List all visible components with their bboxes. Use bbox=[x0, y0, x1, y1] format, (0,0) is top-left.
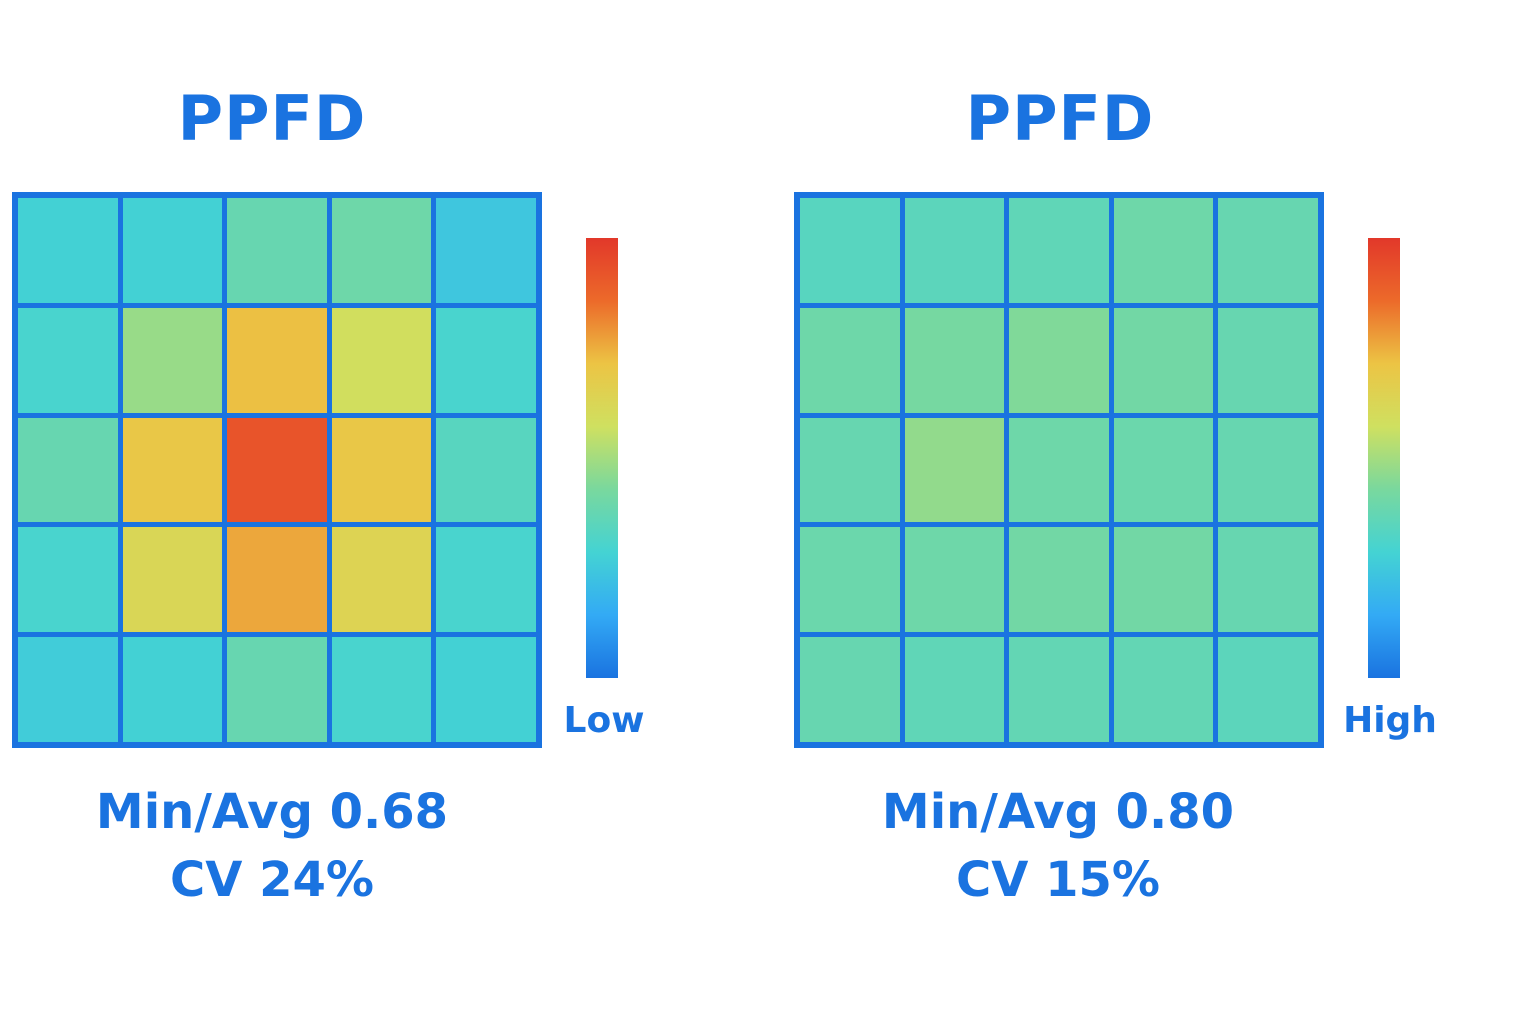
left-heatmap-title: PPFD bbox=[177, 82, 367, 155]
heatmap-1-cell-r1-c2 bbox=[1009, 307, 1109, 413]
heatmap-1-cell-r1-c0 bbox=[800, 307, 900, 413]
right-min-avg-metric: Min/Avg 0.80 bbox=[881, 784, 1235, 840]
heatmap-1-cell-r1-c1 bbox=[904, 307, 1005, 413]
heatmap-1-cell-r4-c2 bbox=[1009, 637, 1109, 742]
heatmap-0-cell-r0-c1 bbox=[122, 198, 223, 303]
heatmap-1-cell-r2-c3 bbox=[1113, 417, 1214, 523]
heatmap-1-cell-r1-c3 bbox=[1113, 307, 1214, 413]
heatmap-0-cell-r4-c1 bbox=[122, 637, 223, 742]
heatmap-0-cell-r0-c0 bbox=[18, 198, 118, 303]
right-cv-metric: CV 15% bbox=[956, 852, 1160, 908]
heatmap-0-cell-r2-c2 bbox=[227, 417, 327, 523]
heatmap-0-cell-r1-c0 bbox=[18, 307, 118, 413]
right-heatmap-grid bbox=[794, 192, 1324, 748]
heatmap-1-cell-r4-c3 bbox=[1113, 637, 1214, 742]
heatmap-0-cell-r1-c4 bbox=[436, 307, 536, 413]
heatmap-0-cell-r3-c0 bbox=[18, 527, 118, 633]
right-colorbar bbox=[1368, 238, 1400, 678]
heatmap-1-cell-r0-c0 bbox=[800, 198, 900, 303]
left-colorbar bbox=[586, 238, 618, 678]
heatmap-1-cell-r3-c4 bbox=[1218, 527, 1318, 633]
left-heatmap-grid bbox=[12, 192, 542, 748]
heatmap-0-cell-r2-c0 bbox=[18, 417, 118, 523]
right-heatmap-title: PPFD bbox=[965, 82, 1155, 155]
heatmap-1-cell-r3-c2 bbox=[1009, 527, 1109, 633]
heatmap-0-cell-r2-c4 bbox=[436, 417, 536, 523]
heatmap-0-cell-r1-c3 bbox=[331, 307, 432, 413]
heatmap-1-cell-r2-c1 bbox=[904, 417, 1005, 523]
heatmap-1-cell-r2-c2 bbox=[1009, 417, 1109, 523]
heatmap-0-cell-r2-c1 bbox=[122, 417, 223, 523]
heatmap-0-cell-r1-c1 bbox=[122, 307, 223, 413]
left-cv-metric: CV 24% bbox=[170, 852, 374, 908]
heatmap-1-cell-r0-c2 bbox=[1009, 198, 1109, 303]
left-min-avg-metric: Min/Avg 0.68 bbox=[95, 784, 449, 840]
heatmap-1-cell-r2-c0 bbox=[800, 417, 900, 523]
heatmap-1-cell-r4-c0 bbox=[800, 637, 900, 742]
heatmap-0-cell-r1-c2 bbox=[227, 307, 327, 413]
heatmap-0-cell-r4-c4 bbox=[436, 637, 536, 742]
heatmap-0-cell-r0-c3 bbox=[331, 198, 432, 303]
left-colorbar-label: Low bbox=[563, 700, 645, 741]
heatmap-1-cell-r0-c3 bbox=[1113, 198, 1214, 303]
heatmap-1-cell-r0-c1 bbox=[904, 198, 1005, 303]
right-colorbar-label: High bbox=[1343, 700, 1437, 741]
heatmap-1-cell-r3-c1 bbox=[904, 527, 1005, 633]
heatmap-1-cell-r3-c0 bbox=[800, 527, 900, 633]
heatmap-1-cell-r4-c1 bbox=[904, 637, 1005, 742]
heatmap-0-cell-r4-c2 bbox=[227, 637, 327, 742]
heatmap-0-cell-r4-c0 bbox=[18, 637, 118, 742]
heatmap-0-cell-r3-c3 bbox=[331, 527, 432, 633]
heatmap-0-cell-r0-c2 bbox=[227, 198, 327, 303]
heatmap-0-cell-r2-c3 bbox=[331, 417, 432, 523]
heatmap-1-cell-r4-c4 bbox=[1218, 637, 1318, 742]
heatmap-1-cell-r3-c3 bbox=[1113, 527, 1214, 633]
heatmap-1-cell-r0-c4 bbox=[1218, 198, 1318, 303]
heatmap-0-cell-r4-c3 bbox=[331, 637, 432, 742]
heatmap-0-cell-r3-c4 bbox=[436, 527, 536, 633]
heatmap-1-cell-r2-c4 bbox=[1218, 417, 1318, 523]
heatmap-1-cell-r1-c4 bbox=[1218, 307, 1318, 413]
heatmap-0-cell-r0-c4 bbox=[436, 198, 536, 303]
heatmap-0-cell-r3-c2 bbox=[227, 527, 327, 633]
heatmap-0-cell-r3-c1 bbox=[122, 527, 223, 633]
